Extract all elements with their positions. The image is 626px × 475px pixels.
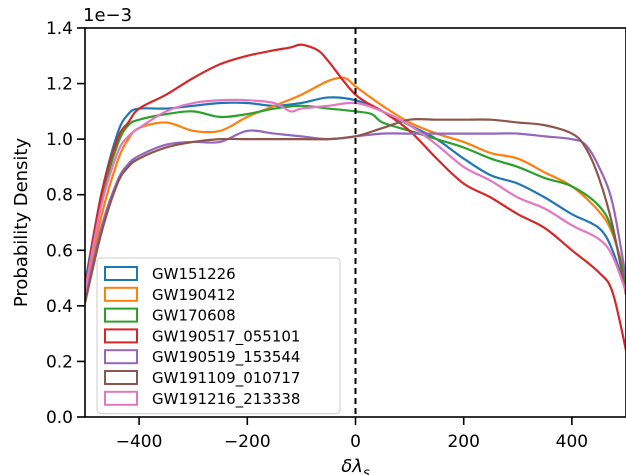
legend-swatch <box>104 370 138 385</box>
legend-swatch <box>104 286 138 302</box>
y-tick-label: 0.4 <box>46 297 73 317</box>
y-axis-label: Probability Density <box>11 138 32 308</box>
legend-swatch <box>104 390 138 406</box>
x-tick-label: 200 <box>447 432 479 452</box>
y-tick-label: 1.4 <box>46 19 73 39</box>
y-tick-label: 0.8 <box>46 186 73 206</box>
legend-label: GW190412 <box>152 286 236 304</box>
legend: GW151226 GW190412 GW170608 GW190517_055101 G… <box>96 257 341 415</box>
y-tick-label: 1.0 <box>46 130 73 150</box>
y-tick-label: 0.0 <box>46 408 73 428</box>
x-tick-label: −200 <box>224 432 271 452</box>
legend-label: GW170608 <box>152 307 236 325</box>
x-tick-label: 0 <box>350 432 361 452</box>
y-tick-label: 0.6 <box>46 241 73 261</box>
series-line-gw191216-213338 <box>85 98 626 293</box>
x-axis-label: δλs <box>341 456 370 475</box>
y-tick-label: 1.2 <box>46 75 73 95</box>
legend-label: GW191109_010717 <box>152 369 300 388</box>
legend-swatch <box>104 328 138 344</box>
legend-swatch <box>104 349 138 365</box>
legend-swatch <box>104 307 138 323</box>
legend-swatch <box>104 266 138 281</box>
legend-box <box>96 257 341 415</box>
legend-label: GW151226 <box>152 265 236 283</box>
legend-label: GW190519_153544 <box>152 348 300 367</box>
y-axis: 0.0 0.2 0.4 0.6 0.8 1.0 1.2 1.4 <box>46 19 85 428</box>
legend-label: GW191216_213338 <box>152 390 300 409</box>
y-offset-label: 1e−3 <box>83 5 132 26</box>
series-line-gw190517-055101 <box>85 43 626 351</box>
series-line-gw151226 <box>85 96 626 293</box>
legend-label: GW190517_055101 <box>152 327 300 346</box>
x-tick-label: 400 <box>556 432 588 452</box>
series-line-gw191109-010717 <box>85 117 626 304</box>
x-tick-label: −400 <box>116 432 163 452</box>
x-axis: −400 −200 0 200 400 <box>116 417 588 452</box>
y-tick-label: 0.2 <box>46 352 73 372</box>
